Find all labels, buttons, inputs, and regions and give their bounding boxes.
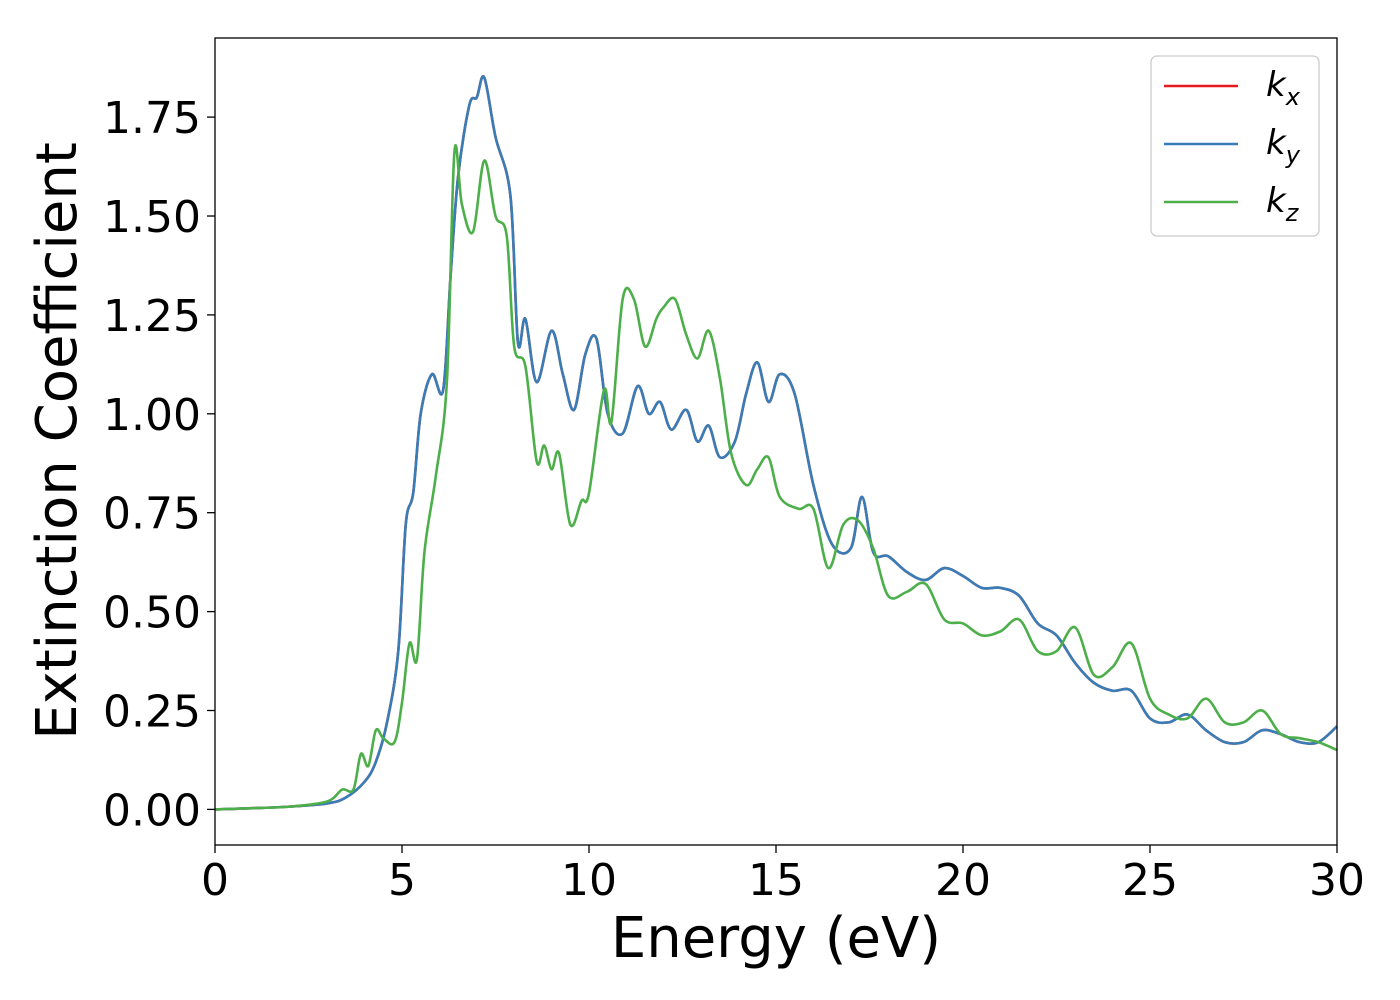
y-axis-title: Extinction Coefficient [25, 142, 90, 740]
y-tick-label: 1.75 [103, 93, 201, 144]
y-axis: 0.00 0.25 0.50 0.75 1.00 1.25 1.50 1.75 [103, 93, 215, 836]
x-axis: 0 5 10 15 20 25 30 [201, 845, 1365, 906]
y-tick-label: 1.50 [103, 192, 201, 243]
series-line-z [214, 143, 1338, 811]
y-tick-label: 0.50 [103, 588, 201, 639]
y-tick-label: 0.75 [103, 489, 201, 540]
legend-box [1150, 55, 1320, 237]
y-tick-label: 0.00 [103, 785, 201, 836]
series-line-y [214, 75, 1338, 811]
y-tick-label: 1.00 [103, 390, 201, 441]
legend-label-y: ky [1266, 123, 1301, 169]
x-tick-label: 10 [561, 855, 617, 906]
legend: kx ky kz [1150, 55, 1320, 237]
legend-label-z: kz [1266, 181, 1300, 227]
x-tick-label: 15 [748, 855, 804, 906]
legend-label-x: kx [1266, 65, 1301, 111]
x-tick-label: 30 [1309, 855, 1365, 906]
x-axis-title: Energy (eV) [611, 906, 941, 971]
x-tick-label: 0 [201, 855, 229, 906]
x-tick-label: 5 [388, 855, 416, 906]
y-tick-label: 1.25 [103, 291, 201, 342]
x-tick-label: 20 [935, 855, 991, 906]
x-tick-label: 25 [1122, 855, 1178, 906]
series-layer [214, 75, 1338, 811]
y-tick-label: 0.25 [103, 687, 201, 738]
